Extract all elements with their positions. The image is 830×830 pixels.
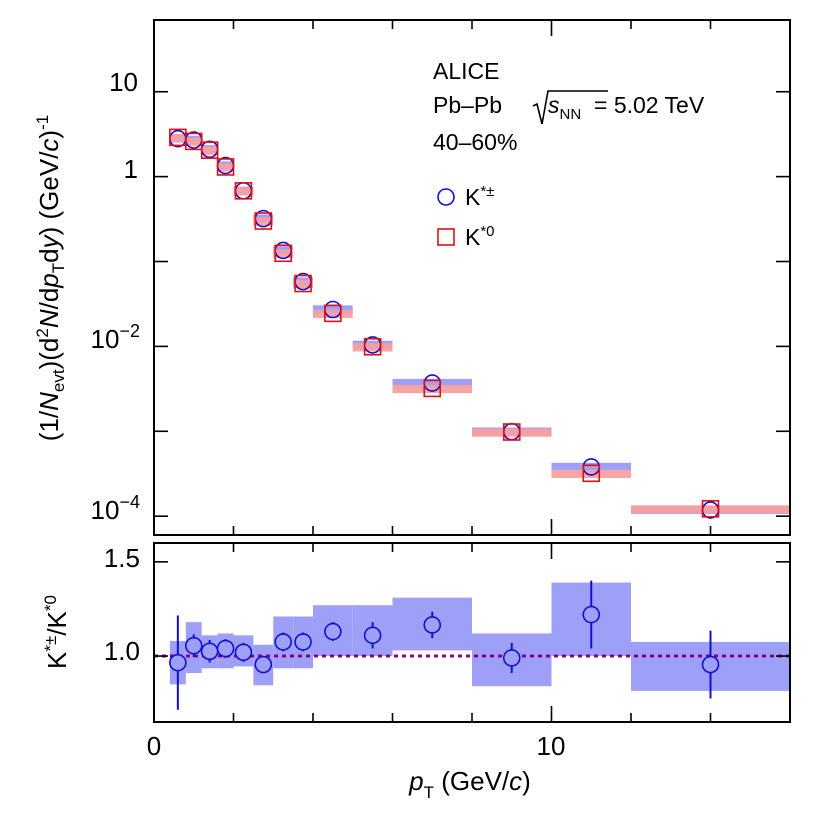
y-tick-label-1: 1 [124, 154, 138, 184]
marker-kstar-neutral [502, 423, 521, 441]
marker-kstar-neutral [254, 212, 273, 230]
ratio-marker [582, 605, 601, 624]
ratio-marker [169, 653, 187, 672]
spectra-axis-ticks [154, 20, 790, 535]
syst-box-kstar-neutral [273, 249, 294, 258]
experiment-label: ALICE [433, 58, 499, 84]
marker-kstar-neutral [200, 141, 219, 159]
ratio-marker [324, 622, 342, 641]
marker-kstar-neutral [274, 244, 292, 263]
ratio-marker [701, 655, 720, 674]
spectra-y-axis-title: (1/Nevt)(d2N/dpTdy) (GeV/c)-1 [33, 115, 68, 441]
ratio-marker [274, 633, 292, 651]
marker-kstar-neutral [423, 379, 442, 398]
x-axis-title: pT (GeV/c) [408, 766, 531, 802]
y-tick-label-1e-2: 10−2 [91, 321, 140, 354]
collision-energy-label: = 5.02 TeV [594, 92, 705, 118]
syst-box-kstar-neutral [217, 163, 234, 172]
sqrt-sign [532, 90, 608, 125]
ratio-marker [363, 626, 382, 645]
marker-kstar-neutral [582, 464, 601, 483]
syst-box-kstar-neutral [472, 428, 552, 437]
syst-box-kstar-neutral [201, 146, 218, 155]
ratio-data-markers [169, 580, 720, 710]
ratio-marker [423, 616, 442, 634]
ratio-axis-ticks [154, 543, 790, 722]
syst-box-kstar-charged [551, 462, 631, 471]
marker-kstar-neutral [234, 182, 253, 200]
y-tick-label-1e-4: 10−4 [91, 492, 140, 525]
ratio-marker [234, 643, 253, 662]
syst-box-kstar-neutral [352, 343, 393, 352]
legend-marker-circle [437, 188, 455, 206]
syst-box-kstar-neutral [253, 217, 274, 226]
legend-marker-square [437, 228, 455, 246]
y-tick-label-10: 10 [109, 67, 138, 97]
sqrt-s-nn-symbol: sNN [548, 92, 581, 123]
syst-box-kstar-charged [313, 305, 353, 314]
syst-box-kstar-neutral [313, 309, 353, 319]
marker-kstar-neutral [324, 304, 342, 323]
ratio-marker [216, 639, 235, 658]
syst-box-kstar-charged [392, 378, 472, 387]
legend: K*± K*0 [437, 183, 495, 250]
syst-box-kstar-neutral [169, 133, 186, 143]
ratio-y-axis-title: K*±/K*0 [41, 595, 72, 669]
syst-box-kstar-neutral [392, 384, 472, 394]
x-tick-label-0: 0 [147, 731, 161, 761]
spectra-plot-frame [153, 19, 791, 536]
ratio-marker [184, 636, 203, 655]
spectra-data-markers [169, 128, 720, 519]
spectra-systematic-boxes [169, 133, 790, 514]
x-tick-label-10: 10 [537, 731, 566, 761]
collision-system-label: Pb–Pb [433, 92, 502, 118]
ratio-y-tick-label-1.0: 1.0 [104, 636, 140, 666]
syst-box-kstar-neutral [293, 280, 313, 289]
syst-box-kstar-neutral [233, 187, 254, 196]
legend-label-kstar-neutral: K*0 [465, 223, 495, 250]
marker-kstar-neutral [363, 337, 382, 356]
marker-kstar-neutral [294, 274, 312, 293]
marker-kstar-neutral [701, 500, 720, 518]
ratio-systematic-boxes [169, 582, 790, 691]
ratio-marker [502, 649, 521, 667]
ratio-plot-frame [153, 542, 791, 723]
syst-box-kstar-neutral [551, 469, 631, 479]
ratio-marker [200, 642, 219, 661]
ratio-y-tick-label-1.5: 1.5 [104, 543, 140, 573]
marker-kstar-neutral [216, 158, 235, 176]
syst-box-kstar-neutral [185, 137, 202, 147]
centrality-label: 40–60% [433, 129, 517, 155]
syst-box-kstar-neutral [631, 505, 790, 514]
legend-label-kstar-charged: K*± [465, 183, 494, 210]
ratio-marker [294, 633, 312, 651]
ratio-marker [254, 655, 273, 674]
